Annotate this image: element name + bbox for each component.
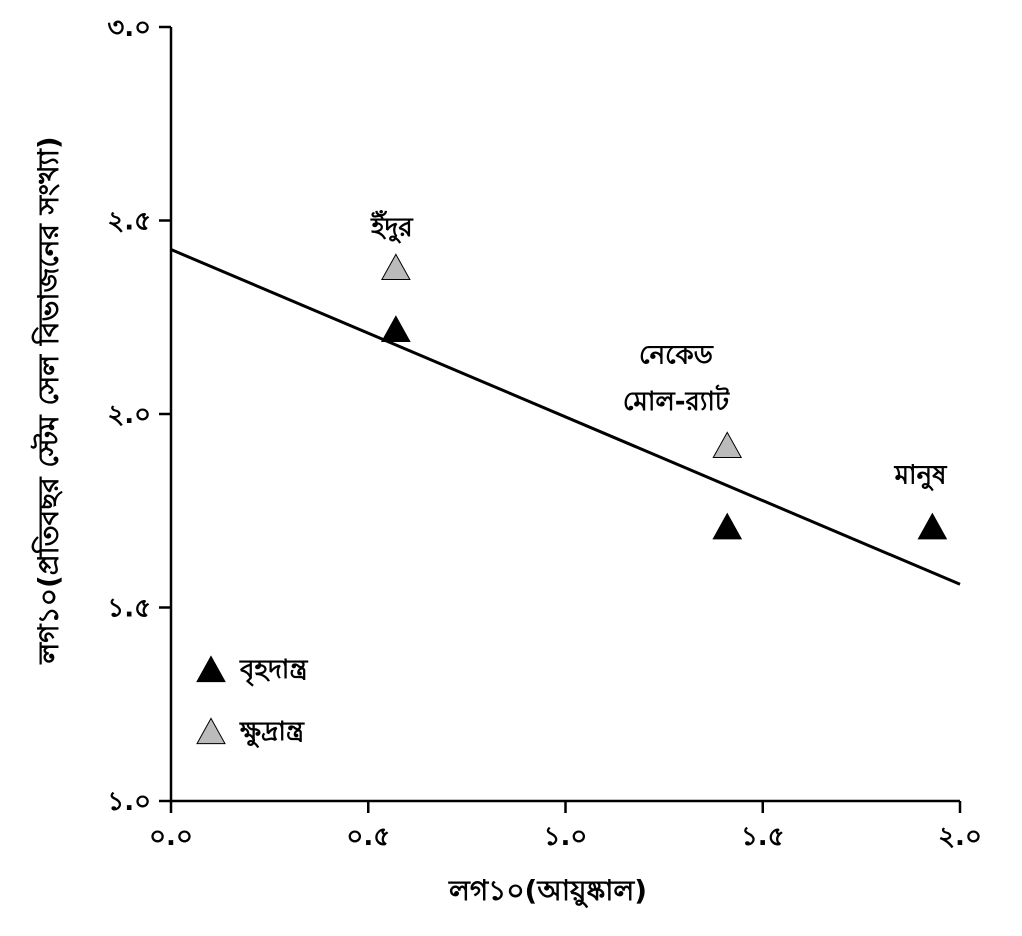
legend-label: বৃহদান্ত্র bbox=[239, 655, 308, 686]
point-annotation: মানুষ bbox=[894, 461, 948, 492]
x-axis-ticks: ০.০ ০.৫ ১.০ ১.৫ ২.০ bbox=[149, 801, 982, 852]
point-annotations: ইঁদুর নেকেড মোল-র‍্যাট মানুষ bbox=[370, 210, 948, 492]
y-tick-label: ২.০ bbox=[107, 400, 151, 430]
point-annotation: নেকেড bbox=[639, 341, 714, 371]
legend: বৃহদান্ত্র ক্ষুদ্রান্ত্র bbox=[196, 655, 308, 748]
data-points bbox=[381, 253, 948, 540]
series-2-point bbox=[712, 431, 743, 459]
legend-marker bbox=[196, 717, 226, 745]
x-tick-label: ০.৫ bbox=[346, 822, 390, 852]
legend-marker bbox=[196, 655, 226, 683]
x-tick-label: ২.০ bbox=[938, 822, 982, 852]
y-axis-ticks: ১.০ ১.৫ ২.০ ২.৫ ৩.০ bbox=[107, 13, 171, 817]
series-1-point bbox=[381, 315, 411, 342]
series-1-point bbox=[917, 512, 948, 540]
x-tick-label: ০.০ bbox=[149, 822, 193, 852]
point-annotation: মোল-র‍্যাট bbox=[623, 384, 730, 417]
legend-label: ক্ষুদ্রান্ত্র bbox=[239, 717, 305, 748]
series-1-point bbox=[712, 512, 743, 540]
x-tick-label: ১.০ bbox=[544, 822, 588, 852]
y-axis-title: লগ১০(প্রতিবছর স্টেম সেল বিভাজনের সংখ্যা) bbox=[30, 136, 65, 664]
y-tick-label: ১.০ bbox=[107, 787, 151, 817]
trendline-group bbox=[170, 248, 961, 586]
y-tick-label: ২.৫ bbox=[107, 207, 151, 237]
x-tick-label: ১.৫ bbox=[741, 822, 785, 852]
series-2-point bbox=[381, 253, 411, 281]
y-tick-label: ১.৫ bbox=[107, 594, 151, 624]
y-tick-label: ৩.০ bbox=[107, 13, 151, 43]
point-annotation: ইঁদুর bbox=[370, 210, 414, 244]
trendline bbox=[170, 248, 961, 586]
x-axis-title: লগ১০(আয়ুষ্কাল) bbox=[448, 874, 647, 908]
